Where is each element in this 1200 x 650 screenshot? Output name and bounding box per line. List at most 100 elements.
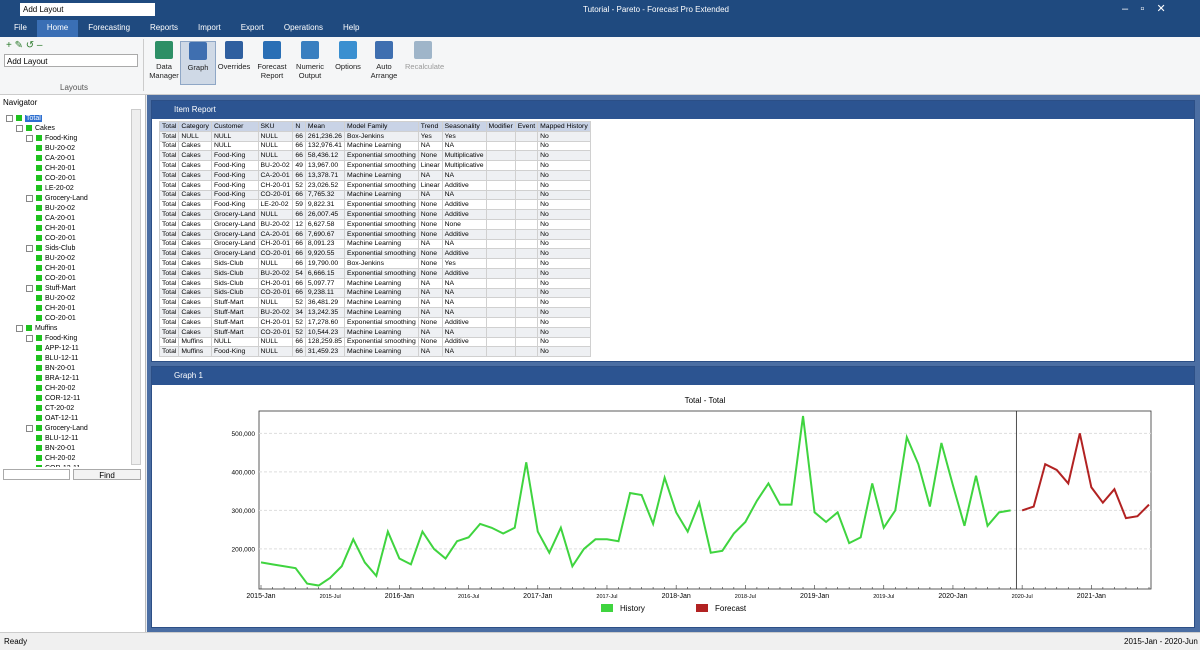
tree-node[interactable]: CO-20-01	[36, 273, 76, 283]
table-row[interactable]: Total Cakes Grocery-Land CA-20-01 66 7,690.67…	[158, 228, 591, 240]
tree-node[interactable]: CO-20-01	[36, 313, 76, 323]
tree-node[interactable]: APP-12-11	[36, 343, 79, 353]
ribbon-button[interactable]: Forecast Report	[254, 41, 290, 80]
tree-node[interactable]: CH-20-01	[36, 303, 75, 313]
tree-node[interactable]: OAT-12-11	[36, 413, 78, 423]
ribbon-button[interactable]: Graph	[180, 41, 216, 85]
column-header[interactable]: Modifier	[485, 121, 516, 132]
expander[interactable]	[26, 244, 33, 252]
tree-node[interactable]: CH-20-02	[36, 453, 75, 463]
expander[interactable]	[6, 114, 13, 122]
tree-node[interactable]: COR-12-11	[36, 393, 80, 403]
column-header[interactable]: Total	[158, 121, 180, 132]
tree-node[interactable]: BU-20-02	[36, 253, 75, 263]
ribbon-tab[interactable]: Home	[36, 20, 79, 37]
expander[interactable]	[26, 334, 33, 342]
layout-combo[interactable]: Add Layout	[4, 54, 138, 67]
tree-node[interactable]: Food-King	[26, 133, 77, 143]
column-header[interactable]: N	[292, 121, 306, 132]
table-row[interactable]: Total Cakes Food-King CH-20-01 52 23,026.52 Ex…	[158, 179, 591, 191]
tree-node[interactable]: CH-20-01	[36, 263, 75, 273]
tree-node[interactable]: CA-20-01	[36, 213, 75, 223]
table-row[interactable]: Total Cakes Sids-Club CH-20-01 66 5,097.77 Mac…	[158, 277, 591, 289]
table-row[interactable]: Total Cakes Sids-Club CO-20-01 66 9,238.11 Mac…	[158, 287, 591, 299]
scrollbar[interactable]	[131, 109, 141, 465]
table-row[interactable]: Total Muffins NULL NULL 66 128,259.85 Exponent…	[158, 336, 591, 348]
tree-node[interactable]: BN-20-01	[36, 363, 75, 373]
ribbon-button[interactable]: Recalculate	[405, 41, 444, 71]
table-row[interactable]: Total Cakes Food-King BU-20-02 49 13,967.00 Ex…	[158, 160, 591, 171]
expander[interactable]	[26, 194, 33, 202]
table-row[interactable]: Total Cakes Grocery-Land CH-20-01 66 8,091.23…	[158, 238, 591, 250]
column-header[interactable]: Model Family	[343, 121, 419, 132]
column-header[interactable]: Seasonality	[441, 121, 487, 132]
table-row[interactable]: Total Cakes NULL NULL 66 132,976.41 Machine Le…	[158, 140, 591, 152]
table-row[interactable]: Total NULL NULL NULL 66 261,236.26 Box-Jenkins…	[158, 130, 591, 142]
table-row[interactable]: Total Cakes Stuff-Mart CO-20-01 52 10,544.23 M…	[158, 326, 591, 338]
find-input[interactable]	[3, 469, 70, 480]
tree-node[interactable]: BU-20-02	[36, 203, 75, 213]
ribbon-tab[interactable]: Operations	[283, 23, 323, 32]
column-header[interactable]: Trend	[417, 121, 443, 132]
tree-node[interactable]: CH-20-01	[36, 163, 75, 173]
expander[interactable]	[16, 324, 23, 332]
expander[interactable]	[26, 134, 33, 142]
table-row[interactable]: Total Cakes Food-King LE-20-02 59 9,822.31 Exp…	[158, 199, 591, 211]
column-header[interactable]: Mapped History	[537, 121, 591, 132]
window-controls[interactable]: – ▫ ✕	[1122, 3, 1166, 15]
table-row[interactable]: Total Cakes Food-King NULL 66 58,436.12 Expone…	[158, 150, 591, 162]
table-row[interactable]: Total Cakes Sids-Club NULL 66 19,790.00 Box-Je…	[158, 258, 591, 269]
column-header[interactable]: SKU	[257, 121, 294, 132]
table-row[interactable]: Total Cakes Stuff-Mart NULL 52 36,481.29 Machi…	[158, 297, 591, 309]
column-header[interactable]: Category	[178, 121, 212, 132]
tree-node[interactable]: Cakes	[16, 123, 55, 133]
expander[interactable]	[16, 124, 23, 132]
tree-node[interactable]: BRA-12-11	[36, 373, 79, 383]
column-header[interactable]: Event	[514, 121, 539, 132]
tree-node[interactable]: CA-20-01	[36, 153, 75, 163]
ribbon-tab[interactable]: File	[14, 23, 27, 32]
tree-node[interactable]: BLU-12-11	[36, 353, 78, 363]
layout-dropdown[interactable]: Add Layout	[20, 3, 155, 16]
tree-node[interactable]: BN-20-01	[36, 443, 75, 453]
tree-node[interactable]: Food-King	[26, 333, 77, 343]
expander[interactable]	[26, 284, 33, 292]
ribbon-tab[interactable]: Help	[342, 23, 360, 32]
tree-node[interactable]: CH-20-02	[36, 383, 75, 393]
tree-node[interactable]: Total	[6, 113, 42, 123]
tree-node[interactable]: CH-20-01	[36, 223, 75, 233]
table-row[interactable]: Total Cakes Sids-Club BU-20-02 54 6,666.15 Exp…	[158, 267, 591, 279]
tree-node[interactable]: COR-12-11	[36, 463, 80, 467]
table-row[interactable]: Total Cakes Stuff-Mart BU-20-02 34 13,242.35 M…	[158, 307, 591, 318]
table-row[interactable]: Total Cakes Food-King CO-20-01 66 7,765.32 Mac…	[158, 189, 591, 201]
table-row[interactable]: Total Cakes Grocery-Land NULL 66 26,007.45 Exp…	[158, 209, 591, 220]
tree-node[interactable]: Muffins	[16, 323, 57, 333]
tree-node[interactable]: BLU-12-11	[36, 433, 78, 443]
ribbon-tab[interactable]: Forecasting	[88, 23, 131, 32]
tree-node[interactable]: CO-20-01	[36, 233, 76, 243]
tree-node[interactable]: LE-20-02	[36, 183, 74, 193]
tree-node[interactable]: CO-20-01	[36, 173, 76, 183]
tree-node[interactable]: BU-20-02	[36, 143, 75, 153]
table-row[interactable]: Total Cakes Grocery-Land BU-20-02 12 6,627.58…	[158, 218, 591, 230]
table-row[interactable]: Total Cakes Stuff-Mart CH-20-01 52 17,278.60 E…	[158, 316, 591, 328]
layout-tools[interactable]: + ✎ ↺ –	[6, 40, 43, 51]
table-row[interactable]: Total Cakes Food-King CA-20-01 66 13,378.71 Ma…	[158, 169, 591, 181]
tree-node[interactable]: Grocery-Land	[26, 423, 88, 433]
ribbon-button[interactable]: Overrides	[216, 41, 252, 71]
find-button[interactable]: Find	[73, 469, 141, 480]
column-header[interactable]: Mean	[304, 121, 345, 132]
tree-node[interactable]: Grocery-Land	[26, 193, 88, 203]
table-row[interactable]: Total Muffins Food-King NULL 66 31,459.23 Mach…	[158, 346, 591, 358]
ribbon-tab[interactable]: Export	[240, 23, 264, 32]
tree-node[interactable]: BU-20-02	[36, 293, 75, 303]
ribbon-button[interactable]: Data Manager	[146, 41, 182, 80]
table-row[interactable]: Total Cakes Grocery-Land CO-20-01 66 9,920.55…	[158, 248, 591, 260]
column-header[interactable]: Customer	[210, 121, 259, 132]
ribbon-tab[interactable]: Reports	[150, 23, 179, 32]
ribbon-button[interactable]: Options	[330, 41, 366, 71]
tree-node[interactable]: CT-20-02	[36, 403, 74, 413]
tree-node[interactable]: Stuff-Mart	[26, 283, 76, 293]
expander[interactable]	[26, 424, 33, 432]
ribbon-button[interactable]: Auto Arrange	[366, 41, 402, 80]
